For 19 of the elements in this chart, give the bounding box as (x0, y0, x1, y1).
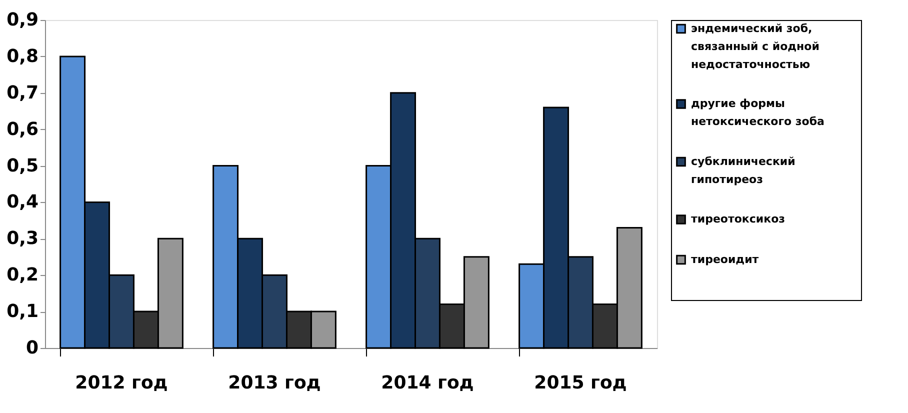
legend-label: другие формы нетоксического зоба (691, 97, 824, 128)
legend-label: тиреоидит (691, 252, 760, 266)
x-tick-label: 2015 год (534, 372, 627, 394)
x-tick-label: 2012 год (75, 372, 168, 394)
y-tick-label: 0,2 (6, 264, 38, 286)
y-tick-label: 0,4 (6, 192, 38, 213)
y-tick-label: 0,1 (6, 301, 38, 322)
y-tick-label: 0,7 (6, 82, 38, 104)
legend-label: субклинический гипотиреоз (691, 154, 796, 186)
y-tick-label: 0,6 (6, 118, 38, 140)
y-tick-label: 0,8 (6, 46, 38, 67)
y-tick-label: 0,9 (6, 10, 38, 30)
y-tick-label: 0 (26, 338, 38, 358)
legend-label: тиреотоксикоз (691, 212, 786, 226)
legend-label: эндемический зоб, связанный с йодной недостаточностью (691, 22, 820, 71)
y-tick-label: 0,5 (6, 155, 38, 176)
y-tick-label: 0,3 (6, 228, 38, 250)
x-tick-label: 2013 год (228, 372, 321, 394)
x-tick-label: 2014 год (381, 372, 474, 394)
